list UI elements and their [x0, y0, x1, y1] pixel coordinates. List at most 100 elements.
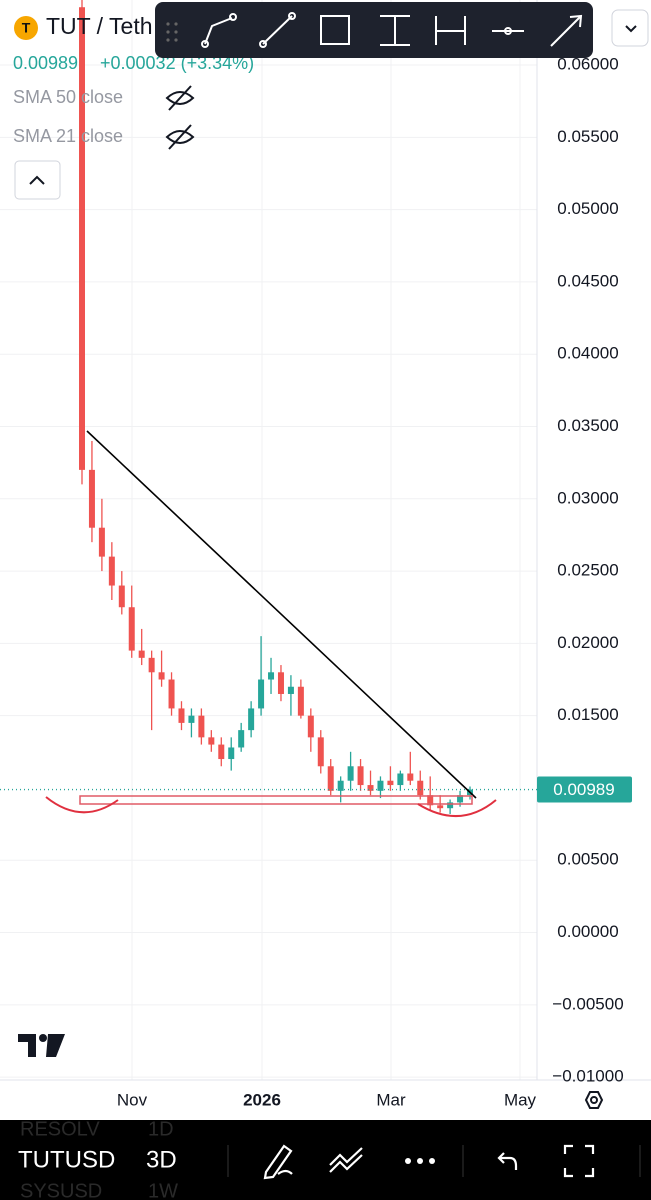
- candle-body: [118, 585, 125, 608]
- symbol-title[interactable]: TUT / Teth: [46, 13, 153, 39]
- hidden-icon[interactable]: [165, 124, 195, 150]
- candle-body: [108, 556, 115, 586]
- candle-body: [188, 715, 195, 723]
- chevron-up: [29, 175, 45, 185]
- candle-body: [228, 747, 235, 760]
- y-tick-label: 0.02500: [557, 561, 618, 580]
- candle-body: [148, 657, 155, 673]
- candle-body: [258, 679, 265, 709]
- ghost-interval: 1W: [148, 1180, 178, 1200]
- candle-body: [138, 650, 145, 658]
- y-tick-label: 0.02000: [557, 633, 618, 652]
- candle-body: [367, 785, 374, 791]
- tv-logo: [18, 1034, 65, 1057]
- grid: [0, 0, 537, 1080]
- y-tick-label: 0.04500: [557, 271, 618, 290]
- more-button[interactable]: [405, 1158, 435, 1164]
- candle-body: [407, 773, 414, 781]
- y-tick-label: 0.00000: [557, 922, 618, 941]
- draw-button[interactable]: [263, 1144, 293, 1180]
- candle-body: [168, 679, 175, 709]
- last-price-label: 0.00989: [553, 780, 614, 799]
- drawing-toolbar: [155, 2, 593, 58]
- candle-body: [397, 773, 404, 786]
- candle-body: [307, 715, 314, 738]
- ghost-symbol: RESOLV: [20, 1118, 100, 1140]
- candle-body: [297, 686, 304, 716]
- tool-path[interactable]: [201, 13, 237, 48]
- arc-right[interactable]: [417, 799, 497, 817]
- drag-handle[interactable]: [166, 22, 178, 42]
- candle-body: [377, 780, 384, 791]
- candle-body: [218, 744, 225, 760]
- candle-body: [317, 737, 324, 767]
- last-price: 0.00989: [13, 53, 78, 73]
- y-tick-label: 0.06000: [557, 55, 618, 74]
- indicator-label[interactable]: SMA 21 close: [13, 126, 123, 146]
- hidden-icon[interactable]: [165, 85, 195, 111]
- y-tick-label: 0.01500: [557, 705, 618, 724]
- symbol-button[interactable]: TUTUSD: [18, 1146, 115, 1173]
- candle-body: [98, 527, 105, 557]
- candle-body: [447, 802, 454, 809]
- candle-body: [128, 607, 135, 651]
- symbol-logo: [14, 16, 38, 40]
- candle-body: [277, 672, 284, 694]
- x-tick-label: Nov: [117, 1090, 148, 1109]
- candle-body: [79, 7, 85, 470]
- chevron-down: [625, 25, 637, 33]
- candle-body: [158, 672, 165, 680]
- arc-left[interactable]: [45, 796, 119, 814]
- price-axis: 0.06000 0.05500 0.05000 0.04500 0.04000 0.035…: [537, 55, 632, 1086]
- candle-body: [387, 780, 394, 786]
- indicators-button[interactable]: [329, 1147, 363, 1173]
- y-tick-label: 0.03500: [557, 416, 618, 435]
- candle-body: [198, 715, 205, 738]
- candle-body: [427, 795, 434, 806]
- y-tick-label: 0.05000: [557, 199, 618, 218]
- candle-body: [337, 780, 344, 791]
- candle-body: [417, 780, 424, 796]
- candle-body: [437, 805, 444, 809]
- y-tick-label: 0.05500: [557, 127, 618, 146]
- x-tick-label: May: [504, 1090, 537, 1109]
- ghost-symbol: SYSUSD: [20, 1180, 102, 1200]
- candle-body: [238, 730, 245, 748]
- trend-line[interactable]: [86, 430, 477, 799]
- candle-body: [327, 766, 334, 791]
- y-tick-label: 0.00500: [557, 850, 618, 869]
- candle-body: [457, 795, 464, 803]
- bottom-bar: [0, 1120, 651, 1200]
- fullscreen-button[interactable]: [563, 1144, 595, 1178]
- range-box[interactable]: [79, 795, 473, 805]
- time-axis: Nov 2026 Mar May: [117, 1090, 537, 1109]
- interval-button[interactable]: 3D: [146, 1146, 177, 1173]
- logo-letter: T: [22, 20, 31, 36]
- tool-rectangle[interactable]: [320, 15, 350, 45]
- dropdown-button[interactable]: [611, 9, 649, 47]
- x-tick-label: Mar: [376, 1090, 406, 1109]
- indicator-label[interactable]: SMA 50 close: [13, 87, 123, 107]
- tool-line[interactable]: [259, 12, 296, 48]
- last-price-badge: [537, 776, 632, 803]
- ghost-interval: 1D: [148, 1118, 174, 1140]
- candle-body: [287, 686, 294, 694]
- collapse-button[interactable]: [14, 160, 61, 200]
- tool-date-range[interactable]: [435, 16, 466, 45]
- candle-body: [248, 708, 255, 731]
- candle-body: [88, 469, 95, 528]
- tool-arrow[interactable]: [550, 14, 583, 47]
- candle-body: [208, 737, 215, 745]
- tool-price-range[interactable]: [380, 15, 410, 46]
- candles: [0, 0, 537, 814]
- tool-horizontal-line[interactable]: [492, 27, 524, 35]
- y-tick-label: 0.03000: [557, 488, 618, 507]
- y-tick-label: −0.01000: [552, 1067, 623, 1086]
- y-tick-label: −0.00500: [552, 994, 623, 1013]
- x-tick-label: 2026: [243, 1090, 281, 1109]
- candle-body: [178, 708, 185, 723]
- undo-button[interactable]: [497, 1152, 518, 1170]
- candle-body: [347, 766, 354, 781]
- settings-icon[interactable]: [584, 1091, 604, 1109]
